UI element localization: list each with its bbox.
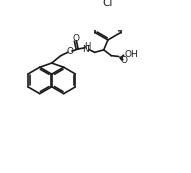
Text: O: O — [66, 47, 73, 56]
Text: N: N — [83, 44, 89, 53]
Text: O: O — [72, 34, 79, 43]
Text: OH: OH — [124, 50, 138, 59]
Text: Cl: Cl — [103, 0, 113, 8]
Text: O: O — [120, 56, 127, 65]
Text: H: H — [84, 42, 90, 51]
